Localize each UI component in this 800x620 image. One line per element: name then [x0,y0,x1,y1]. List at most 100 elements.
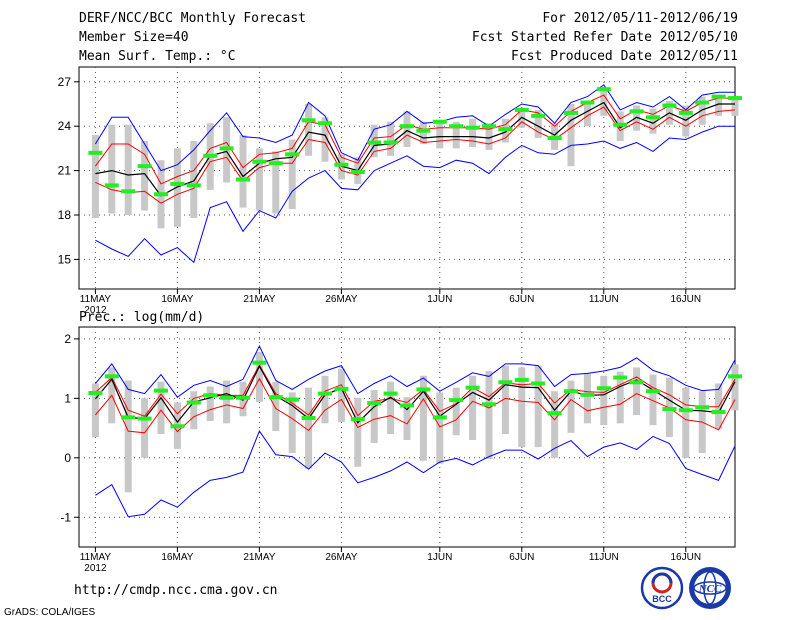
observed-marker [334,386,349,391]
observed-marker [498,380,513,385]
quartile-bar [108,124,116,214]
observed-marker [219,395,234,400]
series-line-spread-high [95,364,736,417]
observed-marker [400,124,414,129]
quartile-bar [387,121,395,156]
observed-marker [268,395,283,400]
observed-marker [334,162,349,167]
quartile-bar [419,121,427,144]
observed-marker [432,119,447,124]
observed-marker [236,177,250,182]
observed-marker [449,398,464,403]
quartile-bar [403,397,411,440]
quartile-bar [567,104,575,167]
observed-marker [252,159,267,164]
x-tick-label: 11JUN [589,552,619,563]
x-tick-label: 16MAY [161,294,193,305]
quartile-bar [305,104,313,156]
quartile-bar [649,374,657,426]
observed-marker [121,415,136,420]
quartile-bar [91,383,99,437]
observed-marker [629,380,644,385]
x-tick-label: 1JUN [427,294,452,305]
observed-marker [367,140,382,145]
quartile-bar [124,124,132,215]
observed-marker [531,381,546,386]
quartile-bar [141,141,149,211]
quartile-bar [403,111,411,147]
quartile-bar [255,351,263,402]
observed-marker [564,389,578,394]
bcc-logo-text: BCC [652,594,672,604]
x-tick-label: 16JUN [671,552,702,563]
observed-marker [285,397,300,402]
observed-marker [596,87,611,92]
observed-marker [465,125,480,130]
observed-marker [514,377,529,382]
y-tick-label: 1 [64,391,71,405]
quartile-bar [501,365,509,435]
observed-marker [547,411,562,416]
observed-marker [580,392,595,397]
observed-marker [219,146,234,151]
quartile-bar [288,392,296,454]
x-tick-label: 16MAY [161,552,193,563]
grads-credit: GrADS: COLA/IGES [4,607,96,618]
quartile-bar [305,387,313,469]
quartile-bar [485,123,493,150]
y-tick-label: -1 [60,510,71,524]
quartile-bar [715,95,723,116]
observed-marker [449,124,464,129]
quartile-bar [452,387,460,436]
observed-marker [121,189,136,194]
x-tick-label: 26MAY [325,294,357,305]
quartile-bar [649,108,657,134]
quartile-bar [272,381,280,432]
forecast-started-label: Fcst Started Refer Date 2012/05/10 [471,30,738,45]
observed-marker [695,405,710,410]
quartile-bar [534,365,542,448]
quartile-bar [485,371,493,459]
observed-marker [662,103,677,108]
series-line-min [94,84,735,172]
series-line-max [95,125,735,264]
observed-marker [203,153,218,158]
bcc-logo: BCC [640,566,684,610]
quartile-bar [190,141,198,218]
observed-marker [482,124,496,129]
quartile-bar [419,375,427,461]
observed-marker [186,400,201,405]
quartile-bar [567,380,575,433]
y-tick-label: 24 [58,119,72,133]
observed-marker [186,183,201,188]
x-tick-label: 21MAY [243,552,275,563]
footer-url[interactable]: http://cmdp.ncc.cma.gov.cn [74,583,278,598]
x-tick-year: 2012 [84,563,107,574]
observed-marker [498,127,513,132]
quartile-bar [337,368,345,423]
quartile-bar [288,139,296,210]
x-tick-label: 16JUN [671,294,702,305]
plot-frame [78,326,736,548]
observed-marker [728,96,742,101]
observed-marker [301,415,316,420]
observed-marker [514,107,529,112]
quartile-bar [682,387,690,458]
observed-marker [482,402,496,407]
y-tick-label: 18 [58,208,72,222]
series-line-spread-high [94,94,735,185]
observed-marker [580,100,595,105]
observed-marker [531,113,546,118]
x-tick-label: 26MAY [325,552,357,563]
y-tick-label: 21 [58,164,72,178]
quartile-bar [682,105,690,137]
quartile-bar [206,386,214,421]
observed-marker [350,170,365,175]
quartile-bar [190,391,198,430]
observed-marker [711,94,726,99]
observed-marker [432,415,447,420]
quartile-bar [600,375,608,426]
quartile-bar [616,371,624,424]
